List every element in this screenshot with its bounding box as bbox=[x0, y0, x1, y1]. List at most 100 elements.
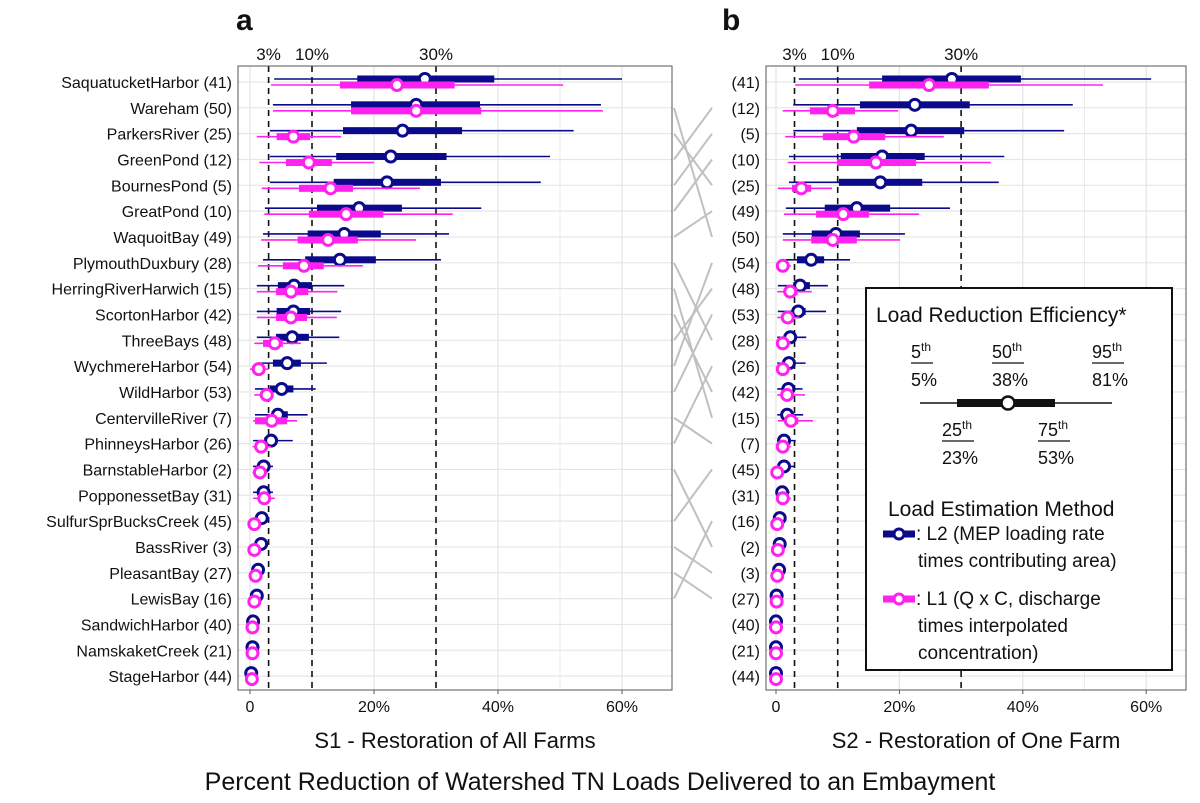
category-label: CentervilleRiver (7) bbox=[95, 411, 232, 428]
boxplot-L2 bbox=[269, 175, 541, 190]
category-label: (3) bbox=[740, 566, 760, 583]
boxplot-L1 bbox=[253, 413, 298, 428]
category-label: (10) bbox=[732, 152, 760, 169]
category-label: (26) bbox=[732, 359, 760, 376]
median-point bbox=[274, 381, 289, 396]
rank-connector-lines bbox=[673, 107, 713, 600]
boxplot-L1 bbox=[785, 129, 944, 144]
legend: Load Reduction Efficiency*5th5%25th23%50… bbox=[865, 287, 1173, 671]
x-axis-label: S1 - Restoration of All Farms bbox=[314, 728, 595, 753]
boxplot-L1 bbox=[258, 258, 363, 273]
boxplot-L1 bbox=[271, 78, 564, 92]
boxplot-L2 bbox=[793, 123, 1065, 138]
boxplot-L1 bbox=[247, 542, 262, 557]
boxplot-L1 bbox=[795, 78, 1104, 92]
boxplot-L1 bbox=[770, 542, 785, 557]
legend-entry-text: : L2 (MEP loading rate bbox=[916, 524, 1105, 545]
median-point bbox=[770, 465, 785, 480]
median-point bbox=[251, 362, 266, 377]
rank-connector bbox=[673, 133, 713, 186]
rank-connector bbox=[673, 469, 713, 548]
boxplot-L1 bbox=[264, 207, 453, 222]
boxplot-L1 bbox=[261, 232, 417, 247]
median-point bbox=[825, 232, 840, 247]
median-point bbox=[868, 155, 883, 170]
median-point bbox=[389, 78, 404, 92]
reference-label: 30% bbox=[944, 45, 978, 64]
median-point bbox=[267, 336, 282, 351]
category-label: ThreeBays (48) bbox=[122, 333, 232, 350]
boxplot-L1 bbox=[254, 336, 301, 351]
percentile-value: 23% bbox=[942, 448, 978, 468]
boxplot-L1 bbox=[252, 465, 268, 480]
median-point bbox=[339, 207, 354, 222]
category-label: (45) bbox=[732, 462, 760, 479]
category-label: (42) bbox=[732, 385, 760, 402]
boxplot-L1 bbox=[775, 491, 791, 506]
boxplot-L1 bbox=[244, 672, 259, 687]
category-label: (25) bbox=[732, 178, 760, 195]
boxplot-L2 bbox=[256, 356, 327, 371]
median-point bbox=[301, 155, 316, 170]
rank-connector bbox=[673, 365, 713, 445]
x-tick-label: 40% bbox=[1007, 699, 1039, 716]
category-label: (31) bbox=[732, 488, 760, 505]
category-label: BarnstableHarbor (2) bbox=[83, 462, 232, 479]
rank-connector bbox=[673, 416, 713, 445]
median-point bbox=[922, 78, 937, 92]
percentile-suffix: th bbox=[921, 340, 931, 354]
panel-a: SaquatucketHarbor (41) Wareham (50) Parker… bbox=[46, 4, 673, 753]
category-label: ParkersRiver (25) bbox=[107, 127, 232, 144]
boxplot-L1 bbox=[256, 310, 337, 325]
rank-connector bbox=[673, 262, 713, 341]
reference-label: 30% bbox=[419, 45, 453, 64]
rank-connector bbox=[673, 468, 713, 522]
boxplot-L1 bbox=[787, 155, 991, 170]
legend-median bbox=[1000, 395, 1016, 411]
boxplot-L1 bbox=[782, 232, 901, 247]
boxplot-L1 bbox=[247, 517, 262, 532]
boxplot-L2 bbox=[788, 175, 999, 190]
category-label: (2) bbox=[740, 540, 760, 557]
median-point bbox=[323, 181, 338, 196]
category-label: StageHarbor (44) bbox=[108, 669, 232, 686]
legend-entry-text: times interpolated bbox=[918, 616, 1068, 637]
median-point bbox=[770, 517, 785, 532]
boxplot-L1 bbox=[777, 181, 833, 196]
rank-connector bbox=[673, 107, 713, 161]
median-point bbox=[247, 542, 262, 557]
median-point bbox=[257, 491, 272, 506]
boxplot-L1 bbox=[245, 646, 260, 661]
boxplot-L1 bbox=[775, 258, 791, 273]
boxplot-L2 bbox=[269, 149, 551, 164]
category-label: ScortonHarbor (42) bbox=[95, 307, 232, 324]
boxplot-L1 bbox=[777, 387, 805, 402]
percentile-value: 38% bbox=[992, 370, 1028, 390]
median-point bbox=[296, 258, 311, 273]
median-point bbox=[780, 387, 795, 402]
boxplot-L2 bbox=[777, 278, 828, 293]
category-label: NamskaketCreek (21) bbox=[76, 643, 232, 660]
median-point bbox=[769, 646, 783, 661]
boxplot-L1 bbox=[777, 284, 812, 299]
median-point bbox=[794, 181, 809, 196]
category-label: PhinneysHarbor (26) bbox=[84, 437, 232, 454]
rank-connector bbox=[673, 314, 713, 393]
category-label: SaquatucketHarbor (41) bbox=[61, 75, 232, 92]
median-point bbox=[825, 103, 840, 118]
boxplot-L2 bbox=[256, 330, 340, 345]
category-label: BassRiver (3) bbox=[135, 540, 232, 557]
rank-connector bbox=[673, 262, 713, 367]
median-point bbox=[907, 97, 922, 112]
median-point bbox=[252, 465, 267, 480]
boxplot-L1 bbox=[770, 517, 785, 532]
median-point bbox=[780, 310, 795, 325]
percentile-value: 81% bbox=[1092, 370, 1128, 390]
x-tick-label: 60% bbox=[1130, 699, 1162, 716]
median-point bbox=[247, 594, 262, 609]
x-tick-label: 20% bbox=[358, 699, 390, 716]
category-label: GreatPond (10) bbox=[122, 204, 232, 221]
category-label: (40) bbox=[732, 617, 760, 634]
legend-key-median-L2 bbox=[892, 527, 906, 541]
legend-box bbox=[865, 287, 1173, 671]
